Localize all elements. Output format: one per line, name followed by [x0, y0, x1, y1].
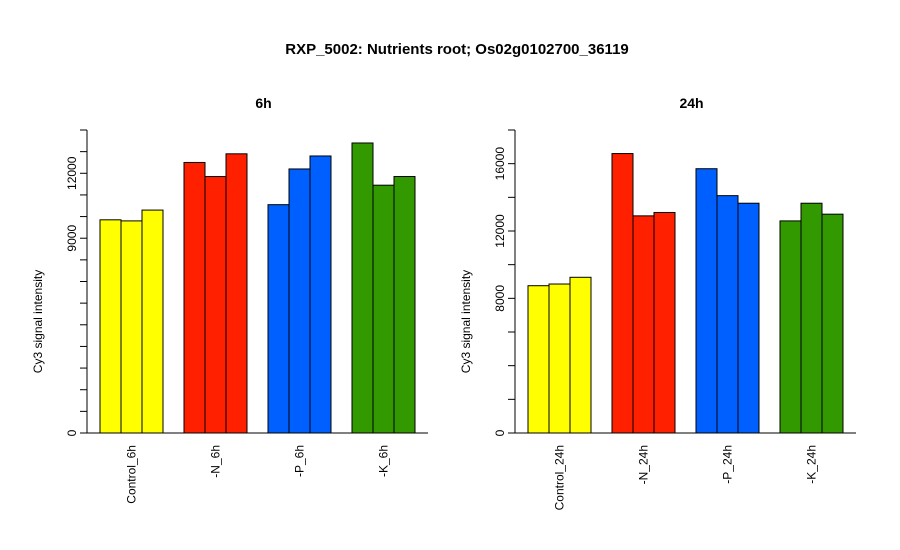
bar: [611, 153, 634, 434]
bar: [225, 153, 248, 434]
bar: [569, 276, 592, 434]
y-tick-label: 12000: [493, 214, 507, 248]
category-label: -K_6h: [377, 445, 391, 477]
y-tick-label: 9000: [65, 225, 79, 252]
bar: [821, 213, 844, 434]
bar: [141, 209, 164, 434]
y-axis-label: Cy3 signal intensity: [459, 270, 473, 373]
panel-title: 24h: [679, 95, 703, 111]
bar: [393, 176, 416, 434]
bar: [716, 195, 739, 434]
y-tick-label: 0: [65, 429, 79, 436]
y-axis-label: Cy3 signal intensity: [31, 270, 45, 373]
bar: [288, 168, 311, 434]
bar: [99, 219, 122, 434]
bar: [779, 220, 802, 434]
bar: [204, 176, 227, 434]
chart-title: RXP_5002: Nutrients root; Os02g0102700_3…: [285, 41, 629, 58]
category-label: -K_24h: [805, 445, 819, 484]
category-label: -P_24h: [721, 445, 735, 484]
y-tick-label: 8000: [493, 285, 507, 312]
y-tick-label: 12000: [65, 156, 79, 190]
bar: [800, 202, 823, 434]
bar: [695, 168, 718, 434]
bar: [183, 161, 206, 434]
bar: [351, 142, 374, 434]
bar: [120, 220, 143, 434]
bar: [309, 155, 332, 434]
panel-24h: 24h 0 8000 12000 16000 Cy3 signal intensity Co…: [459, 95, 856, 510]
bar: [737, 202, 760, 434]
category-label: Control_24h: [553, 445, 567, 510]
bar: [527, 285, 550, 434]
y-tick-label: 0: [493, 429, 507, 436]
category-label: Control_6h: [125, 445, 139, 504]
bar: [632, 215, 655, 434]
y-tick-label: 16000: [493, 147, 507, 181]
bar: [372, 184, 395, 434]
bar: [548, 283, 571, 434]
category-label: -P_6h: [293, 445, 307, 477]
panel-title: 6h: [255, 95, 271, 111]
bar: [653, 211, 676, 434]
bar: [267, 204, 290, 434]
category-label: -N_6h: [209, 445, 223, 478]
panel-6h: 6h 0 9000 12000 Cy3 signal intensity Control_…: [31, 95, 428, 504]
category-label: -N_24h: [637, 445, 651, 484]
